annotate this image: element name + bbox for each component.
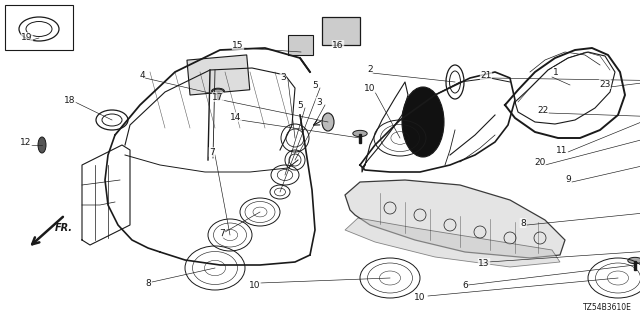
Bar [288,35,313,55]
Text: 17: 17 [212,92,224,101]
Ellipse shape [322,113,334,131]
Text: FR.: FR. [55,223,73,233]
Bar [5,5,73,50]
Text: 8: 8 [145,279,151,289]
Text: 14: 14 [230,113,242,122]
Text: 10: 10 [364,84,376,92]
Text: 9: 9 [565,174,571,183]
Text: 21: 21 [480,70,492,79]
Text: 8: 8 [520,219,526,228]
Text: 5: 5 [297,100,303,109]
Text: TZ54B3610E: TZ54B3610E [583,303,632,312]
Ellipse shape [628,257,640,264]
Text: 19: 19 [21,33,33,42]
Text: 4: 4 [139,70,145,79]
Polygon shape [345,180,565,258]
Text: 18: 18 [64,95,76,105]
Bar [217,92,219,99]
Ellipse shape [38,137,46,153]
Text: 3: 3 [316,98,322,107]
Text: 22: 22 [538,106,548,115]
Text: 12: 12 [20,138,32,147]
Polygon shape [345,218,560,267]
Text: 3: 3 [280,73,286,82]
Ellipse shape [212,88,225,94]
Text: 20: 20 [534,157,546,166]
Text: 1: 1 [553,68,559,76]
Text: 23: 23 [599,79,611,89]
Text: 7: 7 [219,228,225,237]
Bar [322,17,360,45]
Text: 11: 11 [556,146,568,155]
Bar [187,55,250,95]
Text: 6: 6 [462,282,468,291]
Bar [634,260,636,269]
Ellipse shape [212,89,223,94]
Text: 2: 2 [367,65,373,74]
Text: 13: 13 [478,259,490,268]
Ellipse shape [402,87,444,157]
Text: 10: 10 [414,292,426,301]
Bar [217,91,220,99]
Bar [358,133,362,142]
Text: 7: 7 [209,148,215,156]
Text: 5: 5 [312,81,318,90]
Text: 16: 16 [332,41,344,50]
Text: 10: 10 [249,281,260,290]
Text: 15: 15 [232,41,244,50]
Ellipse shape [353,130,367,137]
